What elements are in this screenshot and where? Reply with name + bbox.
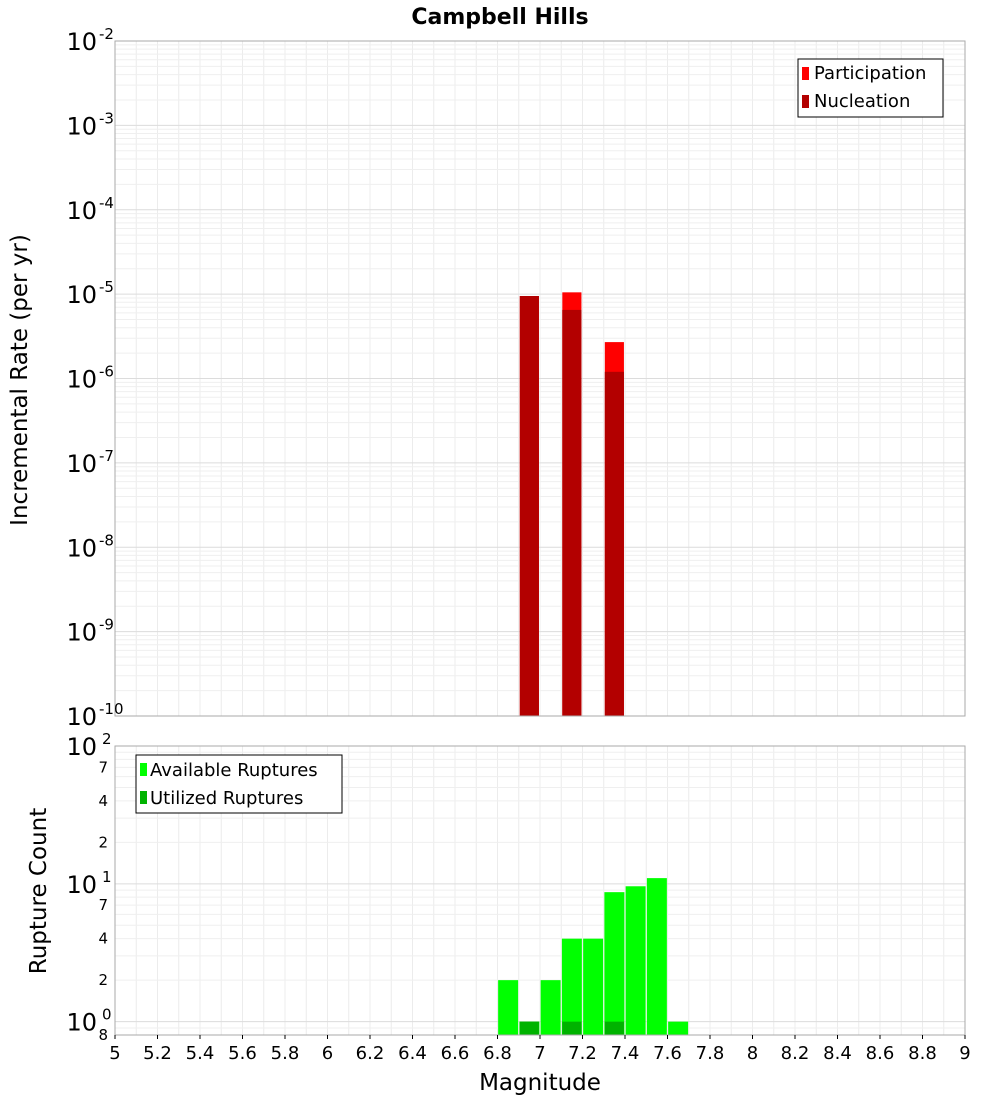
x-tick-label: 6.4 xyxy=(398,1043,427,1064)
top-y-tick-label: 10 xyxy=(66,112,97,140)
top-plot-frame xyxy=(114,40,966,717)
bar-utilized-ruptures xyxy=(519,1021,539,1035)
top-y-tick-exponent: -3 xyxy=(99,109,114,127)
top-y-tick-label: 10 xyxy=(66,28,97,56)
x-tick-label: 6.2 xyxy=(356,1043,385,1064)
bar-available-ruptures xyxy=(583,938,604,1035)
legend-swatch-nucleation xyxy=(802,95,809,108)
top-bars xyxy=(519,292,624,716)
top-y-tick-exponent: -7 xyxy=(99,447,114,465)
x-tick-label: 6.6 xyxy=(441,1043,470,1064)
x-tick-label: 7.4 xyxy=(611,1043,640,1064)
bottom-y-minor-tick-label: 2 xyxy=(98,833,108,851)
x-tick-label: 8.6 xyxy=(866,1043,895,1064)
legend-label-available-ruptures: Available Ruptures xyxy=(150,760,318,781)
bar-available-ruptures xyxy=(668,1021,689,1035)
bottom-y-tick-exponent: 0 xyxy=(102,1006,112,1024)
x-tick-label: 5.2 xyxy=(143,1043,172,1064)
x-tick-label: 6.8 xyxy=(483,1043,512,1064)
top-y-tick-exponent: -9 xyxy=(99,616,114,634)
legend-swatch-participation xyxy=(802,67,809,80)
bottom-bars xyxy=(498,878,689,1035)
x-tick-label: 5.8 xyxy=(271,1043,300,1064)
bottom-y-tick-label: 10 xyxy=(66,733,97,761)
bottom-y-minor-tick-label: 7 xyxy=(98,896,108,914)
bottom-y-minor-tick-label: 2 xyxy=(98,971,108,989)
bottom-y-ticks: 10 2 7 4 2 10 1 7 4 2 10 0 8 xyxy=(66,730,111,1044)
bar-nucleation xyxy=(604,371,624,716)
bar-nucleation xyxy=(519,296,539,716)
top-y-tick-label: 10 xyxy=(66,366,97,394)
bar-available-ruptures xyxy=(604,892,625,1035)
x-tick-label: 6 xyxy=(322,1043,333,1064)
bar-utilized-ruptures xyxy=(562,1021,582,1035)
x-tick-label: 8.8 xyxy=(908,1043,937,1064)
top-y-ticks: 10-210-310-410-510-610-710-810-910-10 xyxy=(66,25,123,731)
top-y-tick-exponent: -8 xyxy=(99,531,114,549)
x-tick-label: 7.6 xyxy=(653,1043,682,1064)
x-axis-label: Magnitude xyxy=(479,1070,601,1096)
legend-label-participation: Participation xyxy=(814,63,926,84)
bottom-y-axis-label: Rupture Count xyxy=(26,808,52,974)
legend-label-utilized-ruptures: Utilized Ruptures xyxy=(150,788,303,809)
bottom-y-tick-label: 10 xyxy=(66,1009,97,1037)
bar-available-ruptures xyxy=(625,886,646,1035)
x-tick-label: 8.2 xyxy=(781,1043,810,1064)
top-y-tick-label: 10 xyxy=(66,619,97,647)
top-y-tick-label: 10 xyxy=(66,450,97,478)
bottom-y-tick-exponent: 1 xyxy=(102,868,112,886)
legend-swatch-available-ruptures xyxy=(140,763,147,776)
legend-swatch-utilized-ruptures xyxy=(140,791,147,804)
bottom-legend: Available Ruptures Utilized Ruptures xyxy=(135,754,343,814)
legend-label-nucleation: Nucleation xyxy=(814,91,910,112)
top-y-tick-label: 10 xyxy=(66,534,97,562)
bar-utilized-ruptures xyxy=(604,1021,624,1035)
bar-available-ruptures xyxy=(498,980,519,1035)
top-legend: Participation Nucleation xyxy=(797,58,944,118)
top-y-tick-label: 10 xyxy=(66,197,97,225)
top-grid xyxy=(114,41,966,717)
bottom-y-minor-tick-label: 8 xyxy=(98,1026,108,1044)
bar-available-ruptures xyxy=(646,878,667,1035)
top-y-tick-exponent: -5 xyxy=(99,278,114,296)
top-y-tick-label: 10 xyxy=(66,281,97,309)
x-ticks: 5 5.2 5.4 5.6 5.8 6 6.2 6.4 6.6 6.8 7 7.2 7.4 7.6 7.8 8… xyxy=(109,1035,971,1064)
bottom-y-minor-tick-label: 4 xyxy=(98,792,108,810)
top-y-tick-label: 10 xyxy=(66,703,97,731)
bar-available-ruptures xyxy=(561,938,582,1035)
bottom-y-minor-tick-label: 7 xyxy=(98,758,108,776)
chart-title: Campbell Hills xyxy=(411,5,588,30)
x-tick-label: 5.4 xyxy=(186,1043,215,1064)
x-tick-label: 7.8 xyxy=(696,1043,725,1064)
bottom-y-tick-exponent: 2 xyxy=(102,730,112,748)
top-legend-box xyxy=(797,58,944,118)
top-y-tick-exponent: -10 xyxy=(99,700,124,718)
x-tick-label: 7 xyxy=(534,1043,545,1064)
top-y-tick-exponent: -6 xyxy=(99,363,114,381)
x-tick-label: 8 xyxy=(747,1043,758,1064)
top-y-axis-label: Incremental Rate (per yr) xyxy=(7,234,33,526)
x-tick-label: 7.2 xyxy=(568,1043,597,1064)
x-tick-label: 5.6 xyxy=(228,1043,257,1064)
x-tick-label: 8.4 xyxy=(823,1043,852,1064)
x-tick-label: 9 xyxy=(959,1043,970,1064)
top-y-tick-exponent: -4 xyxy=(99,194,114,212)
top-y-tick-exponent: -2 xyxy=(99,25,114,43)
bar-nucleation xyxy=(562,309,582,716)
bottom-y-minor-tick-label: 4 xyxy=(98,930,108,948)
bottom-y-tick-label: 10 xyxy=(66,871,97,899)
bottom-legend-box xyxy=(135,754,343,814)
x-tick-label: 5 xyxy=(109,1043,120,1064)
bar-available-ruptures xyxy=(540,980,561,1035)
